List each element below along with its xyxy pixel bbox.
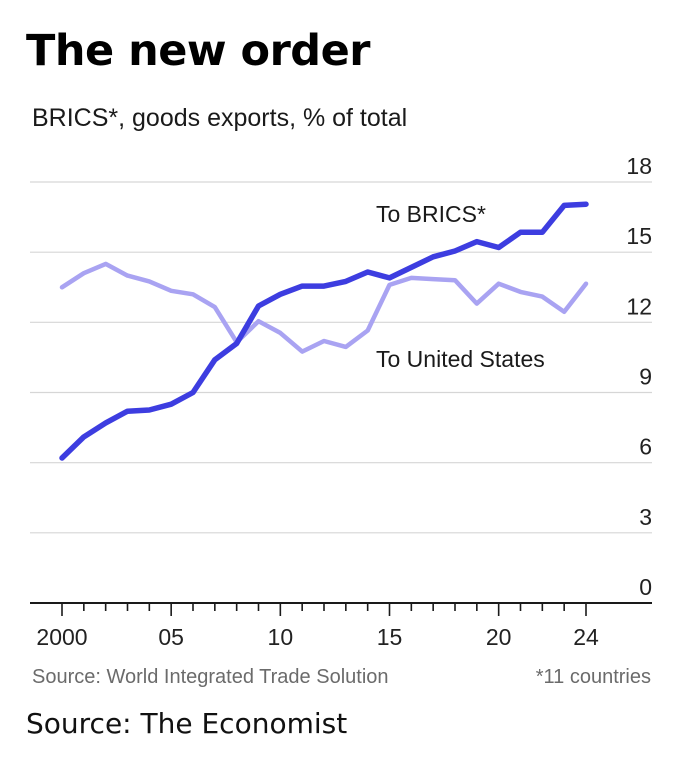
series-line-to-united-states — [59, 261, 589, 354]
gridlines — [30, 181, 652, 534]
series-line-to-brics — [59, 201, 589, 461]
y-tick-label-0: 0 — [639, 574, 652, 600]
attribution: Source: The Economist — [26, 707, 348, 740]
y-tick-label-9: 9 — [639, 364, 652, 390]
x-tick-label-2000: 2000 — [36, 624, 87, 650]
y-tick-label-3: 3 — [639, 504, 652, 530]
y-tick-label-12: 12 — [626, 293, 652, 319]
y-tick-label-6: 6 — [639, 434, 652, 460]
chart-source-note: Source: World Integrated Trade Solution — [32, 666, 389, 688]
series-label-to-brics: To BRICS* — [376, 201, 486, 227]
x-tick-label-15: 15 — [377, 624, 403, 650]
y-tick-label-15: 15 — [626, 223, 652, 249]
chart-subtitle: BRICS*, goods exports, % of total — [32, 104, 408, 132]
series-lines — [59, 201, 589, 461]
chart-footnote: *11 countries — [535, 666, 651, 688]
series-label-to-united-states: To United States — [376, 346, 545, 372]
chart-labels: 0 3 6 9 12 15 18 2000 05 10 15 20 24 To BRICS* To Unit… — [36, 153, 652, 650]
x-axis — [30, 602, 652, 616]
x-tick-label-10: 10 — [268, 624, 294, 650]
x-tick-label-24: 24 — [573, 624, 599, 650]
y-tick-label-18: 18 — [626, 153, 652, 179]
x-tick-label-05: 05 — [158, 624, 184, 650]
x-tick-label-20: 20 — [486, 624, 512, 650]
chart-title: The new order — [26, 26, 370, 76]
